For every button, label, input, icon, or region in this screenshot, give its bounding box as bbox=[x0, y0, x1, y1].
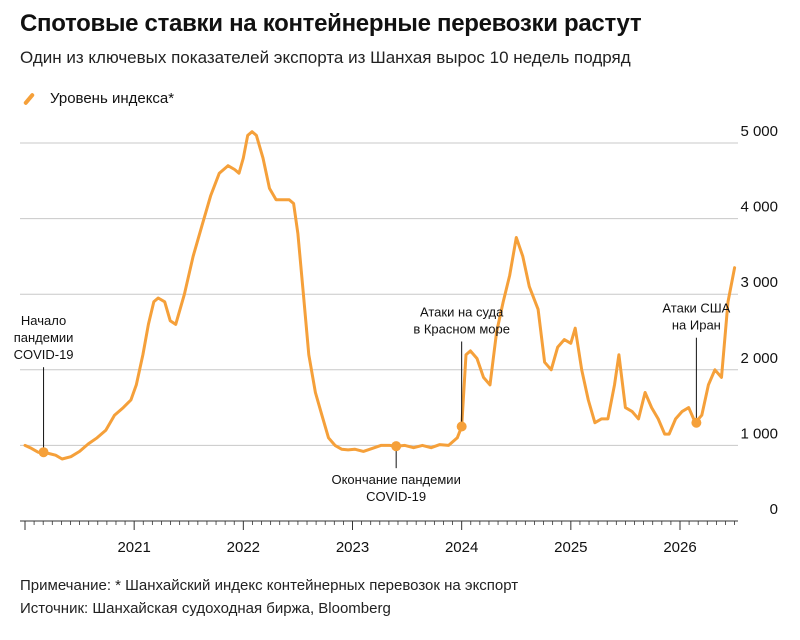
y-tick-label: 5 000 bbox=[740, 123, 778, 140]
chart-subtitle: Один из ключевых показателей экспорта из… bbox=[20, 48, 631, 67]
annotation-marker bbox=[456, 421, 467, 432]
chart-legend: Уровень индекса* bbox=[22, 90, 174, 107]
annotation-label: Атаки США bbox=[662, 301, 730, 316]
annotation-label: Начало bbox=[21, 313, 66, 328]
x-tick-label: 2025 bbox=[554, 539, 587, 556]
annotation-marker bbox=[691, 417, 702, 428]
annotation-marker bbox=[38, 447, 49, 458]
y-tick-label: 1 000 bbox=[740, 425, 778, 442]
y-tick-label: 4 000 bbox=[740, 199, 778, 216]
chart-note: Примечание: * Шанхайский индекс контейне… bbox=[20, 577, 519, 594]
x-tick-label: 2026 bbox=[663, 539, 696, 556]
annotation-label: Окончание пандемии bbox=[331, 472, 460, 487]
legend-label: Уровень индекса* bbox=[50, 90, 175, 107]
y-tick-label: 0 bbox=[770, 501, 778, 518]
series-line bbox=[23, 130, 737, 461]
x-tick-label: 2021 bbox=[117, 539, 150, 556]
annotation-label: на Иран bbox=[672, 318, 721, 333]
annotation-label: COVID-19 bbox=[366, 489, 426, 504]
annotation-marker bbox=[391, 441, 402, 452]
y-tick-label: 3 000 bbox=[740, 274, 778, 291]
chart-title: Спотовые ставки на контейнерные перевозк… bbox=[20, 10, 642, 37]
annotation-label: в Красном море bbox=[413, 322, 510, 337]
x-tick-label: 2024 bbox=[445, 539, 478, 556]
annotation-label: пандемии bbox=[14, 330, 74, 345]
x-tick-label: 2023 bbox=[336, 539, 369, 556]
annotation-label: COVID-19 bbox=[14, 347, 74, 362]
x-tick-label: 2022 bbox=[227, 539, 260, 556]
annotation-label: Атаки на суда bbox=[420, 305, 504, 320]
chart-source: Источник: Шанхайская судоходная биржа, B… bbox=[20, 600, 391, 617]
y-tick-label: 2 000 bbox=[740, 350, 778, 367]
